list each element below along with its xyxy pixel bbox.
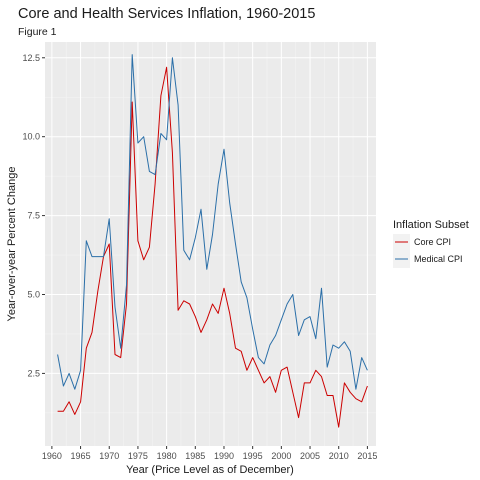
x-tick-label: 2000 xyxy=(271,451,291,461)
x-tick-label: 1985 xyxy=(185,451,205,461)
y-tick-label: 5.0 xyxy=(27,290,40,300)
y-tick-label: 10.0 xyxy=(22,132,40,142)
x-tick-label: 2010 xyxy=(329,451,349,461)
x-axis-title: Year (Price Level as of December) xyxy=(126,464,294,476)
legend-label: Core CPI xyxy=(414,237,451,247)
minor-gridlines xyxy=(45,42,376,446)
x-tick-label: 1960 xyxy=(42,451,62,461)
y-tick-label: 2.5 xyxy=(27,368,40,378)
legend-item: Core CPI xyxy=(393,234,451,251)
chart-subtitle: Figure 1 xyxy=(18,26,57,38)
x-tick-label: 2015 xyxy=(357,451,377,461)
x-tick-label: 1970 xyxy=(99,451,119,461)
x-tick-label: 1975 xyxy=(128,451,148,461)
x-tick-label: 1990 xyxy=(214,451,234,461)
series-lines xyxy=(57,54,368,428)
legend-item: Medical CPI xyxy=(393,251,463,268)
x-tick-label: 2005 xyxy=(300,451,320,461)
x-tick-labels: 1960 1965 1970 1975 1980 1985 1990 1995 2000 2005… xyxy=(42,451,378,461)
chart-title: Core and Health Services Inflation, 1960… xyxy=(18,6,316,22)
legend-title: Inflation Subset xyxy=(393,219,469,231)
y-tick-labels: 2.5 5.0 7.5 10.0 12.5 xyxy=(22,53,40,379)
x-tick-label: 1995 xyxy=(243,451,263,461)
axis-ticks xyxy=(42,57,368,449)
series-line-medical-cpi xyxy=(57,54,368,390)
x-tick-label: 1980 xyxy=(157,451,177,461)
y-axis-title: Year-over-year Percent Change xyxy=(6,167,18,322)
legend-label: Medical CPI xyxy=(414,254,463,264)
major-gridlines xyxy=(45,42,376,446)
legend: Inflation Subset Core CPI Medical CPI xyxy=(393,219,469,268)
x-tick-label: 1965 xyxy=(71,451,91,461)
y-tick-label: 7.5 xyxy=(27,211,40,221)
series-line-core-cpi xyxy=(57,66,368,428)
y-tick-label: 12.5 xyxy=(22,53,40,63)
